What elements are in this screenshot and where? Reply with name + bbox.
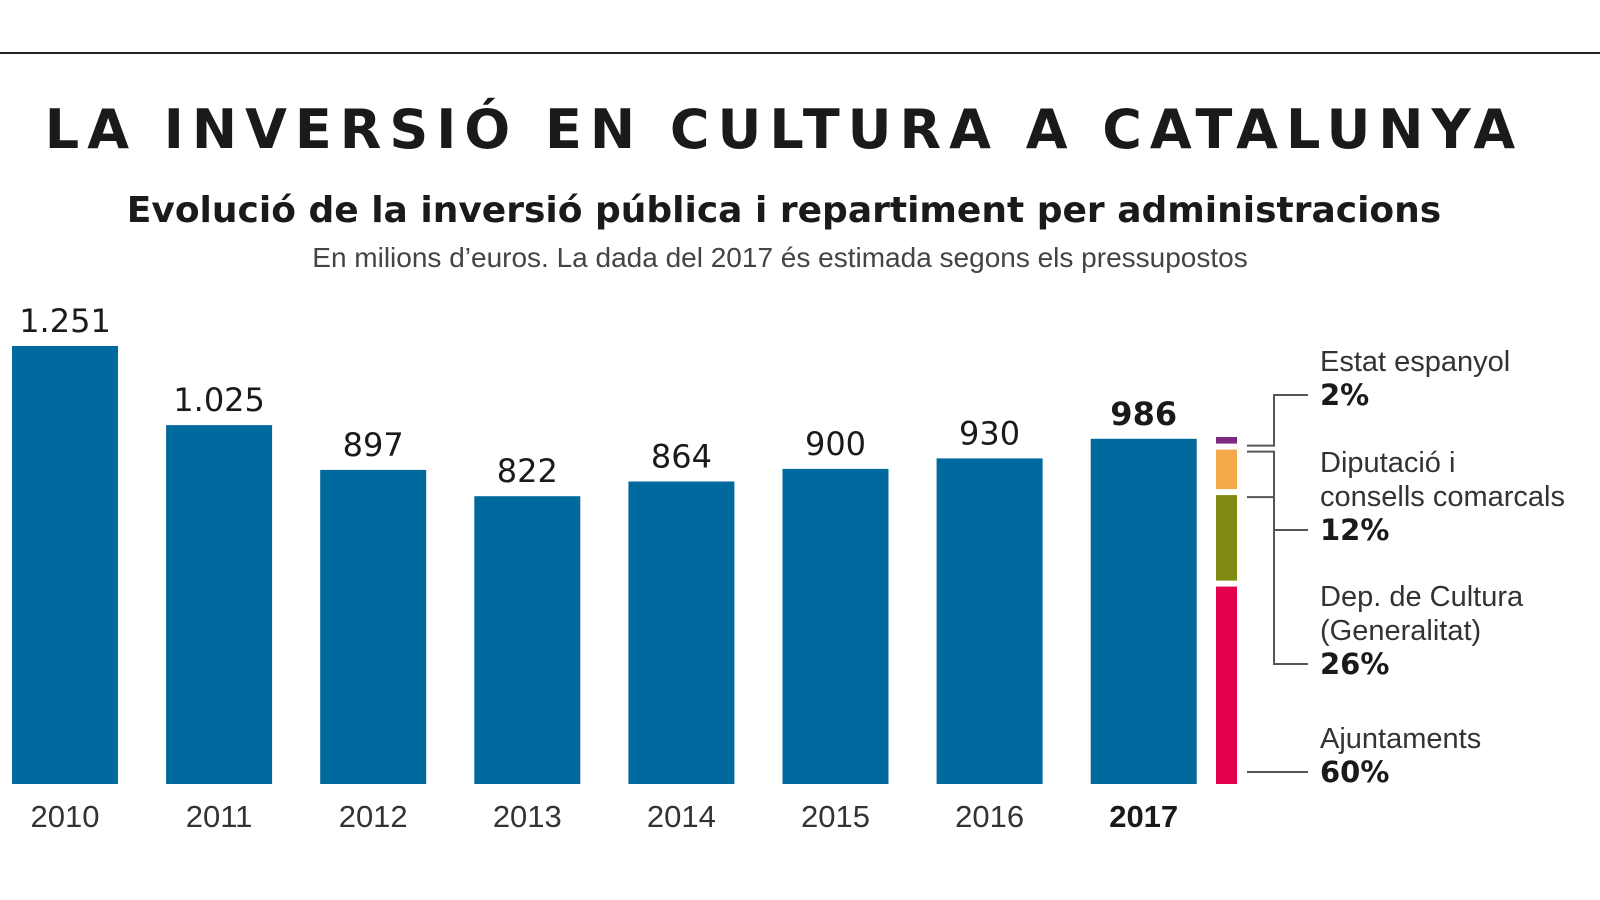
chart-note: En milions d’euros. La dada del 2017 és …	[312, 242, 1248, 273]
legend-name-dep_cultura-2: (Generalitat)	[1320, 615, 1481, 647]
top-rule	[0, 52, 1600, 54]
chart-subtitle: Evolució de la inversió pública i repart…	[126, 190, 1442, 231]
share-segment-ajuntaments	[1216, 586, 1237, 784]
value-label-2015: 900	[805, 425, 866, 463]
legend-pct-estat: 2%	[1320, 378, 1369, 412]
value-label-2014: 864	[651, 438, 712, 476]
bar-2012	[320, 469, 427, 784]
legend-pct-ajuntaments: 60%	[1320, 755, 1389, 789]
year-label-2013: 2013	[493, 799, 562, 834]
legend-pct-dep_cultura: 26%	[1320, 647, 1389, 681]
year-label-2010: 2010	[31, 799, 100, 834]
leader-line-diputacio	[1247, 450, 1308, 531]
bar-2015	[782, 468, 889, 784]
legend-name-diputacio-1: Diputació i	[1320, 447, 1455, 479]
share-segment-diputacio	[1216, 449, 1237, 490]
bar-2011	[166, 425, 273, 784]
legend-name-dep_cultura-1: Dep. de Cultura	[1320, 581, 1524, 613]
share-segment-estat	[1216, 437, 1237, 444]
value-label-2017: 986	[1110, 395, 1177, 433]
year-label-2014: 2014	[647, 799, 716, 834]
year-label-2016: 2016	[955, 799, 1024, 834]
year-label-2017: 2017	[1109, 799, 1178, 834]
value-label-2013: 822	[497, 452, 558, 490]
share-segment-dep_cultura	[1216, 495, 1237, 581]
value-label-2010: 1.251	[19, 302, 111, 340]
leader-line-estat	[1247, 394, 1308, 447]
bar-2013	[474, 496, 581, 784]
leader-line-dep_cultura	[1247, 496, 1308, 665]
bar-2016	[936, 458, 1043, 784]
year-label-2012: 2012	[339, 799, 408, 834]
legend-name-estat: Estat espanyol	[1320, 346, 1510, 378]
legend-name-ajuntaments: Ajuntaments	[1320, 723, 1481, 755]
value-label-2016: 930	[959, 414, 1020, 452]
legend-pct-diputacio: 12%	[1320, 513, 1389, 547]
bar-2010	[12, 346, 118, 784]
legend-name-diputacio-2: consells comarcals	[1320, 481, 1565, 513]
bar-2014	[628, 481, 735, 784]
value-label-2011: 1.025	[173, 381, 265, 419]
year-label-2011: 2011	[186, 799, 253, 834]
year-label-2015: 2015	[801, 799, 870, 834]
chart-title: LA INVERSIÓ EN CULTURA A CATALUNYA	[44, 98, 1524, 161]
value-label-2012: 897	[343, 426, 404, 464]
bar-2017	[1090, 438, 1197, 784]
